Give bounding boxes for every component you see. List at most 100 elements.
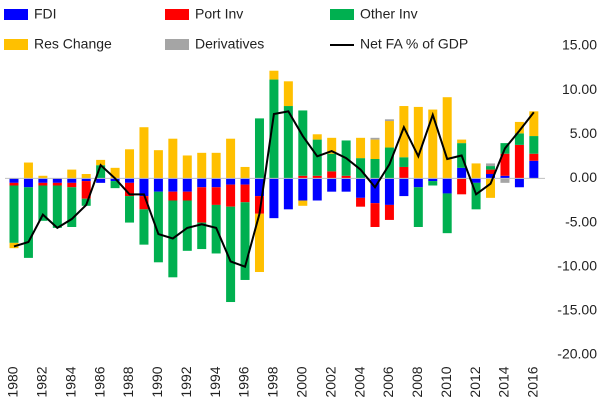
bar-segment — [52, 182, 62, 186]
legend-label: Other Inv — [360, 6, 418, 22]
bar-segment — [327, 171, 337, 179]
x-tick-label: 1998 — [265, 366, 281, 397]
bar-segment — [81, 178, 91, 182]
bar-segment — [269, 70, 279, 80]
bar-segment — [529, 160, 539, 179]
bar-segment — [139, 209, 149, 245]
bar-segment — [96, 178, 106, 183]
x-tick-label: 2016 — [525, 366, 541, 397]
bar-segment — [283, 178, 293, 210]
bar-segment — [67, 187, 77, 227]
bar-segment — [226, 138, 236, 179]
y-tick-label: -20.00 — [557, 346, 597, 362]
bar-segment — [9, 185, 19, 243]
bar-segment — [486, 178, 496, 198]
bar-segment — [356, 158, 366, 179]
bar-segment — [428, 181, 438, 186]
bar-segment — [153, 178, 163, 192]
bar-segment — [254, 118, 264, 179]
bar-segment — [399, 157, 409, 167]
bar-segment — [312, 175, 322, 179]
bar-segment — [182, 200, 192, 251]
bar-segment — [96, 165, 106, 179]
bar-segment — [110, 167, 120, 179]
bar-segment — [514, 121, 524, 134]
bar-segment — [356, 137, 366, 159]
legend-swatch — [165, 9, 189, 20]
bar-segment — [269, 178, 279, 219]
bar-segment — [471, 178, 481, 183]
bar-segment — [471, 163, 481, 179]
bar-segment — [413, 106, 423, 179]
bar-segment — [327, 153, 337, 172]
legend-label: Port Inv — [195, 6, 243, 22]
bar-segment — [110, 181, 120, 189]
x-tick-label: 1988 — [120, 366, 136, 397]
bar-segment — [428, 109, 438, 179]
bar-segment — [356, 197, 366, 207]
bar-segment — [370, 159, 380, 179]
bar-segment — [529, 111, 539, 137]
bar-segment — [38, 185, 48, 221]
bar-segment — [500, 178, 510, 183]
legend-swatch — [330, 9, 354, 20]
x-tick-label: 1984 — [62, 366, 78, 397]
bar-segment — [341, 175, 351, 179]
bar-segment — [182, 155, 192, 179]
bar-segment — [356, 178, 366, 198]
bar-segment — [52, 178, 62, 183]
bar-segment — [370, 178, 380, 204]
legend-swatch — [4, 39, 28, 50]
bar-segment — [486, 163, 496, 167]
bar-segment — [197, 152, 207, 179]
bar-segment — [298, 178, 308, 201]
bar-segment — [125, 178, 135, 183]
y-tick-label: -10.00 — [557, 257, 597, 273]
bar-segment — [125, 196, 135, 223]
x-tick-label: 2012 — [467, 366, 483, 397]
y-tick-label: 5.00 — [570, 125, 597, 141]
x-tick-label: 1986 — [91, 366, 107, 397]
bar-segment — [52, 185, 62, 228]
bar-segment — [370, 137, 380, 140]
bar-segment — [283, 106, 293, 179]
bar-segment — [442, 178, 452, 194]
bar-segment — [240, 202, 250, 280]
bar-segment — [9, 182, 19, 186]
bar-segment — [384, 119, 394, 122]
bar-segment — [67, 169, 77, 179]
bar-segment — [211, 178, 221, 188]
bar-segment — [327, 137, 337, 154]
bar-segment — [486, 174, 496, 179]
bar-segment — [384, 121, 394, 148]
bar-segment — [486, 166, 496, 170]
bar-segment — [254, 213, 264, 273]
bar-segment — [23, 187, 33, 258]
bar-segment — [153, 150, 163, 179]
bar-segment — [139, 178, 149, 197]
bar-segment — [125, 149, 135, 179]
bar-segment — [370, 203, 380, 227]
bar-segment — [67, 182, 77, 188]
x-tick-label: 1980 — [5, 366, 21, 397]
bar-segment — [38, 175, 48, 179]
bar-segment — [413, 187, 423, 227]
bar-segment — [457, 167, 467, 179]
bar-segment — [168, 138, 178, 179]
bar-segment — [182, 191, 192, 201]
bar-segment — [442, 97, 452, 179]
x-tick-label: 1992 — [178, 366, 194, 397]
bar-segment — [399, 178, 409, 197]
bar-segment — [529, 153, 539, 161]
legend-label: Res Change — [34, 36, 112, 52]
bar-segment — [442, 193, 452, 234]
bar-segment — [226, 178, 236, 185]
bar-segment — [327, 178, 337, 192]
bar-segment — [514, 178, 524, 188]
bar-segment — [457, 178, 467, 195]
bar-segment — [399, 166, 409, 179]
y-tick-label: 15.00 — [562, 37, 597, 53]
bar-segment — [457, 139, 467, 144]
bar-segment — [139, 196, 149, 210]
bar-segment — [529, 136, 539, 154]
